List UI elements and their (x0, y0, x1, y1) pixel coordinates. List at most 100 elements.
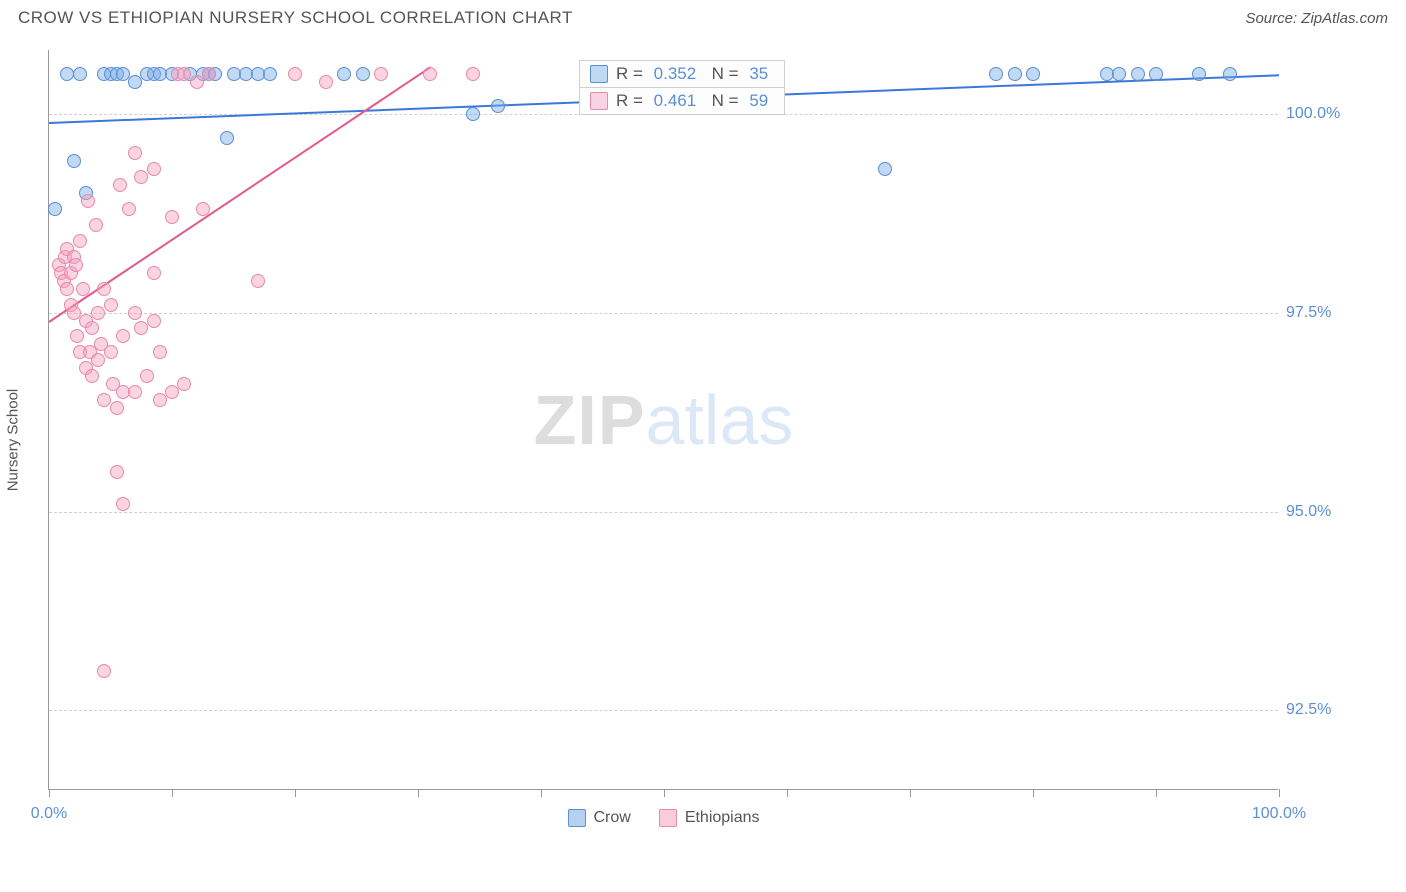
data-point (165, 385, 179, 399)
gridline (49, 512, 1278, 513)
legend-label: Crow (593, 809, 630, 827)
data-point (153, 393, 167, 407)
data-point (116, 497, 130, 511)
data-point (91, 306, 105, 320)
gridline (49, 313, 1278, 314)
data-point (128, 385, 142, 399)
legend-label: Ethiopians (685, 809, 760, 827)
x-tick-label: 0.0% (31, 805, 67, 823)
data-point (48, 202, 62, 216)
x-tick (664, 789, 665, 797)
x-tick (541, 789, 542, 797)
data-point (81, 194, 95, 208)
data-point (91, 353, 105, 367)
x-tick (49, 789, 50, 797)
correlation-legend-row: R = 0.461 N = 59 (579, 87, 785, 115)
data-point (251, 274, 265, 288)
chart-title: CROW VS ETHIOPIAN NURSERY SCHOOL CORRELA… (18, 8, 573, 28)
y-tick-label: 95.0% (1286, 503, 1366, 521)
data-point (1026, 67, 1040, 81)
legend-text: R = 0.352 N = 35 (616, 64, 774, 84)
data-point (466, 107, 480, 121)
data-point (153, 345, 167, 359)
data-point (73, 234, 87, 248)
legend-item: Ethiopians (659, 809, 760, 827)
data-point (220, 131, 234, 145)
x-tick-label: 100.0% (1252, 805, 1306, 823)
data-point (76, 282, 90, 296)
data-point (73, 67, 87, 81)
legend-item: Crow (567, 809, 630, 827)
chart-area: Nursery School ZIPatlas 92.5%95.0%97.5%1… (18, 40, 1388, 840)
data-point (147, 266, 161, 280)
data-point (89, 218, 103, 232)
data-point (110, 401, 124, 415)
data-point (113, 178, 127, 192)
data-point (140, 369, 154, 383)
data-point (177, 377, 191, 391)
gridline (49, 710, 1278, 711)
data-point (165, 210, 179, 224)
data-point (263, 67, 277, 81)
data-point (128, 306, 142, 320)
data-point (97, 282, 111, 296)
data-point (356, 67, 370, 81)
data-point (69, 258, 83, 272)
data-point (85, 321, 99, 335)
data-point (128, 146, 142, 160)
data-point (491, 99, 505, 113)
scatter-plot: ZIPatlas 92.5%95.0%97.5%100.0%0.0%100.0%… (48, 50, 1278, 790)
data-point (374, 67, 388, 81)
data-point (423, 67, 437, 81)
data-point (1223, 67, 1237, 81)
data-point (116, 329, 130, 343)
y-tick-label: 92.5% (1286, 701, 1366, 719)
data-point (319, 75, 333, 89)
data-point (134, 321, 148, 335)
x-tick (787, 789, 788, 797)
data-point (202, 67, 216, 81)
x-tick (1279, 789, 1280, 797)
data-point (104, 298, 118, 312)
series-legend: Crow Ethiopians (567, 809, 759, 827)
data-point (466, 67, 480, 81)
correlation-legend: R = 0.352 N = 35 R = 0.461 N = 59 (579, 60, 785, 114)
data-point (1008, 67, 1022, 81)
x-tick (1156, 789, 1157, 797)
x-tick (910, 789, 911, 797)
data-point (67, 154, 81, 168)
data-point (97, 664, 111, 678)
data-point (1149, 67, 1163, 81)
data-point (337, 67, 351, 81)
correlation-legend-row: R = 0.352 N = 35 (579, 60, 785, 88)
y-axis-label: Nursery School (5, 389, 22, 492)
data-point (104, 345, 118, 359)
data-point (1112, 67, 1126, 81)
data-point (989, 67, 1003, 81)
x-tick (172, 789, 173, 797)
x-tick (295, 789, 296, 797)
data-point (147, 314, 161, 328)
legend-swatch (659, 809, 677, 827)
y-tick-label: 97.5% (1286, 304, 1366, 322)
data-point (60, 282, 74, 296)
legend-swatch (567, 809, 585, 827)
data-point (1192, 67, 1206, 81)
legend-swatch (590, 92, 608, 110)
data-point (147, 162, 161, 176)
data-point (128, 75, 142, 89)
data-point (1131, 67, 1145, 81)
y-tick-label: 100.0% (1286, 105, 1366, 123)
data-point (85, 369, 99, 383)
legend-text: R = 0.461 N = 59 (616, 91, 774, 111)
watermark: ZIPatlas (534, 380, 794, 460)
data-point (190, 75, 204, 89)
source-label: Source: ZipAtlas.com (1245, 10, 1388, 27)
data-point (70, 329, 84, 343)
data-point (134, 170, 148, 184)
x-tick (418, 789, 419, 797)
data-point (110, 465, 124, 479)
data-point (288, 67, 302, 81)
data-point (878, 162, 892, 176)
legend-swatch (590, 65, 608, 83)
